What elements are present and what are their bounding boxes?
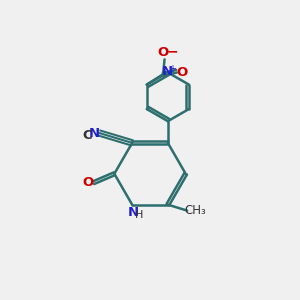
Text: C: C <box>82 129 92 142</box>
Text: O: O <box>177 66 188 79</box>
Text: O: O <box>82 176 94 189</box>
Text: CH₃: CH₃ <box>184 204 206 217</box>
Text: N: N <box>128 206 139 220</box>
Text: O: O <box>158 46 169 59</box>
Text: N: N <box>88 127 100 140</box>
Text: H: H <box>134 210 143 220</box>
Text: +: + <box>168 64 176 74</box>
Text: N: N <box>161 65 172 78</box>
Text: −: − <box>166 44 178 58</box>
